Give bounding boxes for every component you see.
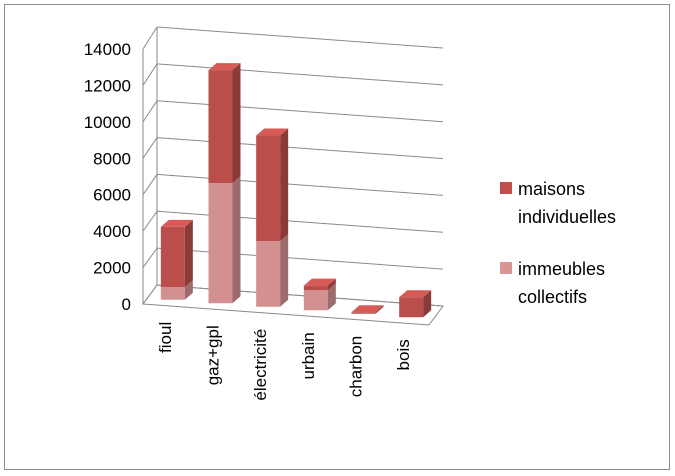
y-tick-label: 0 bbox=[122, 295, 131, 314]
category-label: gaz+gpl bbox=[204, 325, 223, 385]
stacked-3d-bar-chart: 0 2000 4000 6000 8000 10000 12000 14000 fioul gaz… bbox=[84, 26, 616, 401]
gridline-2000 bbox=[156, 247, 444, 270]
legend-swatch bbox=[500, 182, 512, 194]
legend-label: individuelles bbox=[518, 207, 616, 227]
side-gridline-6000 bbox=[142, 174, 158, 195]
gridline-10000 bbox=[156, 100, 444, 123]
bar-gaz+gpl-collectifs bbox=[208, 183, 233, 304]
y-tick-label: 10000 bbox=[84, 113, 131, 132]
chart-frame: 0 2000 4000 6000 8000 10000 12000 14000 fioul gaz… bbox=[4, 4, 670, 470]
y-tick-label: 2000 bbox=[93, 259, 131, 278]
legend-label: maisons bbox=[518, 179, 585, 199]
bar-side bbox=[280, 128, 289, 242]
legend-label: immeubles bbox=[518, 259, 605, 279]
y-tick-label: 4000 bbox=[93, 222, 131, 241]
bar-side bbox=[375, 305, 384, 314]
gridline-6000 bbox=[156, 173, 444, 196]
bar-side bbox=[327, 278, 336, 291]
gridline-14000 bbox=[156, 26, 444, 49]
bar-bois-individuelles bbox=[399, 297, 424, 318]
category-label: charbon bbox=[347, 336, 366, 397]
category-label: urbain bbox=[299, 332, 318, 379]
bar-top bbox=[351, 305, 384, 313]
bar-side bbox=[232, 63, 241, 184]
category-label: électricité bbox=[251, 329, 270, 401]
gridline-8000 bbox=[156, 137, 444, 160]
bar-side bbox=[327, 283, 336, 311]
y-tick-label: 6000 bbox=[93, 186, 131, 205]
bar-top bbox=[160, 219, 193, 227]
y-tick-label: 14000 bbox=[84, 40, 131, 59]
bar-urbain-individuelles bbox=[303, 285, 328, 291]
legend-swatch bbox=[500, 262, 512, 274]
category-label: fioul bbox=[156, 322, 175, 353]
bar-fioul-collectifs bbox=[160, 287, 185, 300]
bar-top bbox=[208, 63, 241, 71]
side-gridline-10000 bbox=[142, 100, 158, 123]
gridline-12000 bbox=[156, 63, 444, 86]
bar-side bbox=[423, 290, 432, 318]
category-label: bois bbox=[394, 339, 413, 370]
bar-gaz+gpl-individuelles bbox=[208, 70, 233, 184]
side-gridline-14000 bbox=[142, 26, 158, 50]
bar-side bbox=[184, 219, 193, 287]
chart-floor bbox=[142, 284, 444, 326]
gridline-4000 bbox=[156, 210, 444, 233]
bar-charbon-individuelles bbox=[351, 312, 376, 314]
side-gridline-2000 bbox=[142, 247, 158, 268]
side-gridline-4000 bbox=[142, 210, 158, 232]
side-gridline-12000 bbox=[142, 63, 158, 86]
y-tick-label: 8000 bbox=[93, 149, 131, 168]
bar-top bbox=[256, 128, 289, 136]
bar-fioul-individuelles bbox=[160, 226, 185, 287]
bar-top bbox=[399, 290, 432, 298]
legend-label: collectifs bbox=[518, 287, 587, 307]
bar-side bbox=[232, 176, 241, 304]
bar-top bbox=[303, 278, 336, 286]
bar-électricité-individuelles bbox=[256, 135, 281, 242]
bar-side bbox=[184, 280, 193, 300]
bar-side bbox=[280, 234, 289, 307]
bar-électricité-collectifs bbox=[256, 241, 281, 307]
side-gridline-8000 bbox=[142, 137, 158, 159]
bar-urbain-collectifs bbox=[303, 290, 328, 311]
y-tick-label: 12000 bbox=[84, 76, 131, 95]
